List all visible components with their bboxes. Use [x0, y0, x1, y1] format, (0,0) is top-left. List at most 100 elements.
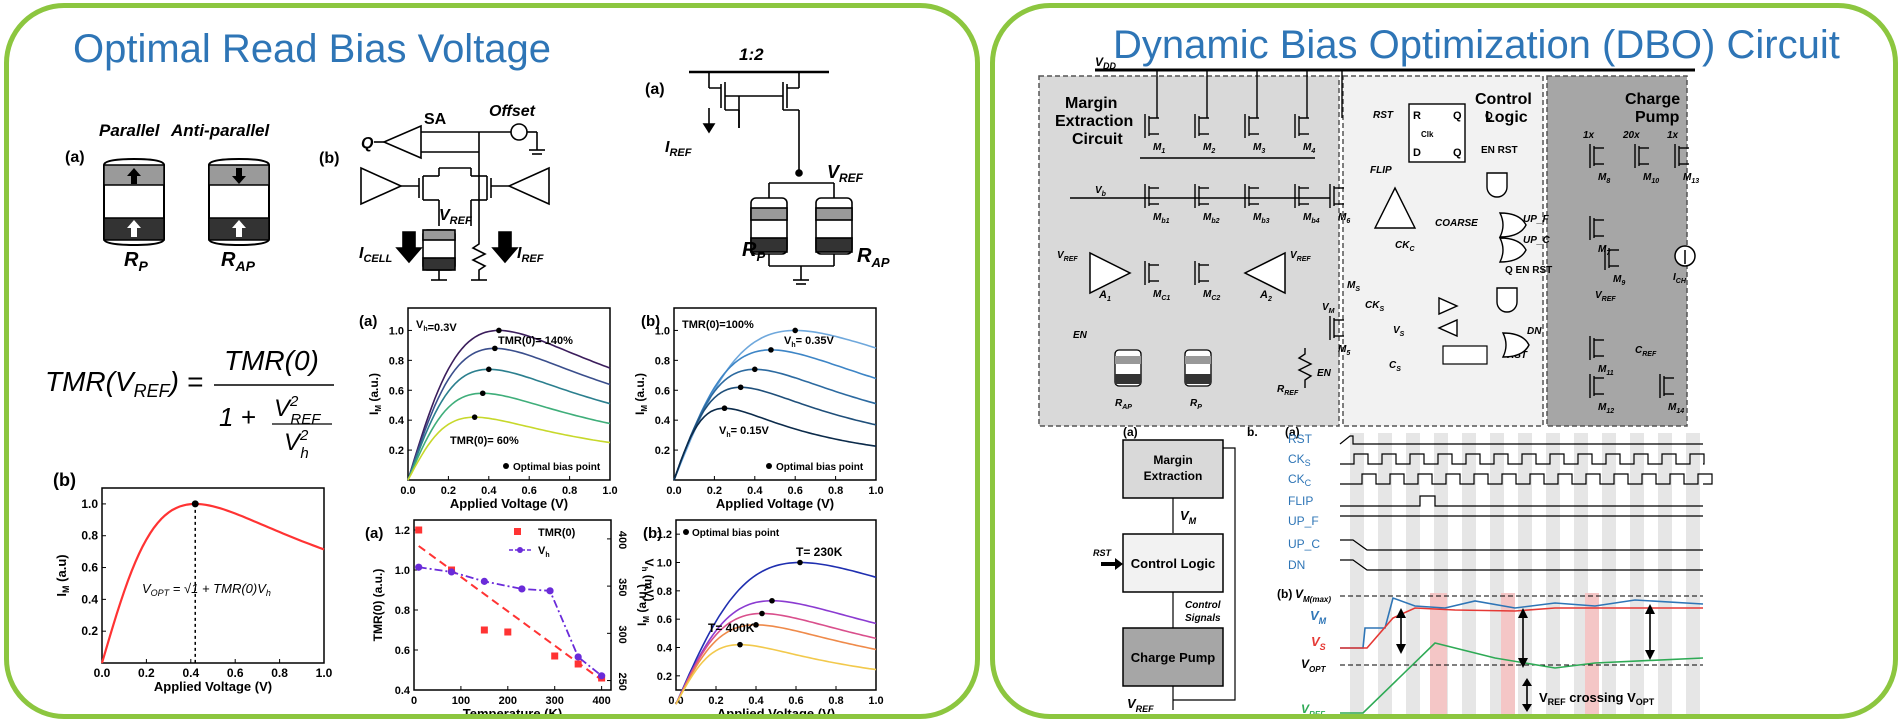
- x1b-label: 1x: [1667, 130, 1679, 141]
- optimal-point: [471, 414, 478, 420]
- y-tick-label: 0.4: [389, 415, 405, 427]
- x-ticks: 0.0 0.2 0.4 0.6 0.8 1.0: [668, 686, 884, 707]
- plot-b-content: 0.2 0.4 0.6 0.8 1.0 0.0 0.2 0.4 0.6 0.8 1.0 Applied…: [54, 497, 333, 694]
- y-tick-label: 0.2: [81, 624, 98, 638]
- x-ticks: 0 100 200 300 400: [411, 686, 611, 707]
- formula-numerator: TMR(0): [224, 345, 319, 376]
- y2-tick-label: 300: [616, 625, 628, 643]
- plot-b-tag: (b): [53, 470, 76, 490]
- y-tick-label: 1.2: [395, 525, 410, 537]
- optimal-point: [752, 366, 758, 373]
- mtj-tag: (a): [65, 149, 85, 166]
- plot-temp-xlabel: Temperature (K): [463, 706, 562, 719]
- im-curve: [100, 502, 325, 664]
- y2-tick-label: 350: [616, 578, 628, 596]
- block-rst-label: RST: [1093, 548, 1113, 558]
- transistor-label: M4: [1303, 142, 1315, 155]
- vh-line: [418, 566, 603, 677]
- y2-tick-label: 400: [616, 531, 628, 549]
- x-tick-label: 300: [546, 695, 564, 707]
- transistor-label: M11: [1598, 364, 1614, 377]
- charge-section-label: Charge: [1625, 91, 1680, 108]
- svg-text:Charge Pump: Charge Pump: [1131, 650, 1216, 665]
- y-tick-label: 1.0: [395, 565, 410, 577]
- series-curve: [675, 623, 877, 705]
- transistor-label: MC2: [1203, 289, 1220, 302]
- series-curve: [407, 368, 611, 481]
- block-vm-label: VM: [1180, 508, 1197, 526]
- plot-tmr-a: (a): [359, 307, 611, 481]
- vh-point: [574, 653, 582, 661]
- x-tick-label: 1.0: [868, 695, 883, 707]
- transistor: [1329, 316, 1344, 340]
- optimal-point: [792, 327, 798, 334]
- series-curve: [675, 561, 877, 705]
- cks-wave: [1340, 453, 1705, 465]
- transistor-label: M12: [1598, 402, 1614, 415]
- tmr-fit-line: [418, 545, 603, 681]
- margin-section-label: Margin: [1065, 95, 1117, 112]
- legend-vh: Vh: [538, 545, 550, 559]
- optimal-point: [737, 641, 743, 648]
- svg-text:Extraction: Extraction: [1144, 469, 1203, 483]
- plot-b-ylabel: IM (a.u): [54, 554, 71, 596]
- transistor: [1194, 261, 1209, 285]
- plot-4-content: 0.2 0.4 0.6 0.8 1.0 1.2 0.0 0.2 0.4 0.6 0.8 1.0 Appl…: [635, 528, 884, 714]
- svg-text:Pump: Pump: [1635, 109, 1680, 126]
- signal-name: DN: [1288, 558, 1305, 572]
- cp-vref-label: VREF: [1595, 290, 1616, 303]
- transistor-label: MC1: [1153, 289, 1170, 302]
- crossing-band: [1501, 593, 1515, 714]
- vref-wave-label: VREF: [1301, 702, 1326, 719]
- plot-xlabel: Applied Voltage (V): [450, 496, 568, 511]
- timing-band: [1490, 433, 1504, 714]
- y-tick-label: 0.6: [657, 614, 672, 626]
- sa-q: Q: [361, 135, 374, 152]
- vopt-label: VOPT: [1301, 657, 1327, 674]
- signal-name: CKC: [1288, 472, 1312, 488]
- ff-clk: Clk: [1421, 130, 1434, 139]
- rref-resistor: [1297, 348, 1313, 388]
- block-tag-b: b.: [1247, 425, 1258, 439]
- or-gate-upc: [1498, 237, 1527, 263]
- x-tick-label: 0.4: [748, 695, 764, 707]
- en-label-2: EN: [1317, 368, 1332, 379]
- dbo-circuit-panel: Dynamic Bias Optimization (DBO) Circuit …: [990, 3, 1898, 719]
- amp-a2: [1243, 251, 1286, 295]
- vh-point: [415, 563, 423, 571]
- mtj-cell: [1184, 349, 1212, 387]
- tmr-bottom-label: TMR(0)= 60%: [450, 435, 519, 447]
- x-tick-label: 1.0: [868, 485, 883, 497]
- y-tick-label: 0.4: [395, 685, 411, 697]
- transistor-label: M6: [1338, 212, 1350, 225]
- ref-rp: RP: [742, 239, 765, 264]
- timing-band: [1378, 433, 1392, 714]
- block-tag-a: (a): [1123, 425, 1138, 439]
- signal-name: CKS: [1288, 452, 1311, 468]
- tmr-point: [504, 628, 512, 636]
- x-tick-label: 0.0: [668, 695, 683, 707]
- tmr-point: [551, 652, 559, 660]
- a2-label: A2: [1259, 289, 1272, 303]
- transistor-label: M1: [1153, 142, 1165, 155]
- transistor: [1244, 184, 1259, 208]
- right-panel-figures: Margin Extraction Circuit Control Logic …: [1038, 55, 1713, 719]
- a1-label: A1: [1098, 289, 1111, 303]
- vh-point: [546, 587, 554, 595]
- ff-d: D: [1413, 147, 1421, 159]
- en-label: EN: [1073, 330, 1088, 341]
- coarse-label: COARSE: [1435, 218, 1478, 229]
- upc-label: UP_C: [1523, 235, 1550, 246]
- svg-text:Circuit: Circuit: [1072, 131, 1123, 148]
- x-tick-label: 0.8: [562, 485, 577, 497]
- im-vs-voltage-plot: (b): [53, 470, 325, 664]
- plot-temp-b-tag: (b): [643, 525, 662, 542]
- y-tick-label: 0.6: [395, 645, 410, 657]
- vs-wave-label: VS: [1311, 634, 1326, 652]
- vmmax-label: VM(max): [1295, 587, 1331, 604]
- vh-point: [518, 585, 526, 593]
- ref-iref: IREF: [665, 139, 692, 159]
- ff-qbar: Q: [1453, 147, 1462, 159]
- timing-band: [1574, 433, 1588, 714]
- transistor-label: Mb2: [1203, 212, 1220, 225]
